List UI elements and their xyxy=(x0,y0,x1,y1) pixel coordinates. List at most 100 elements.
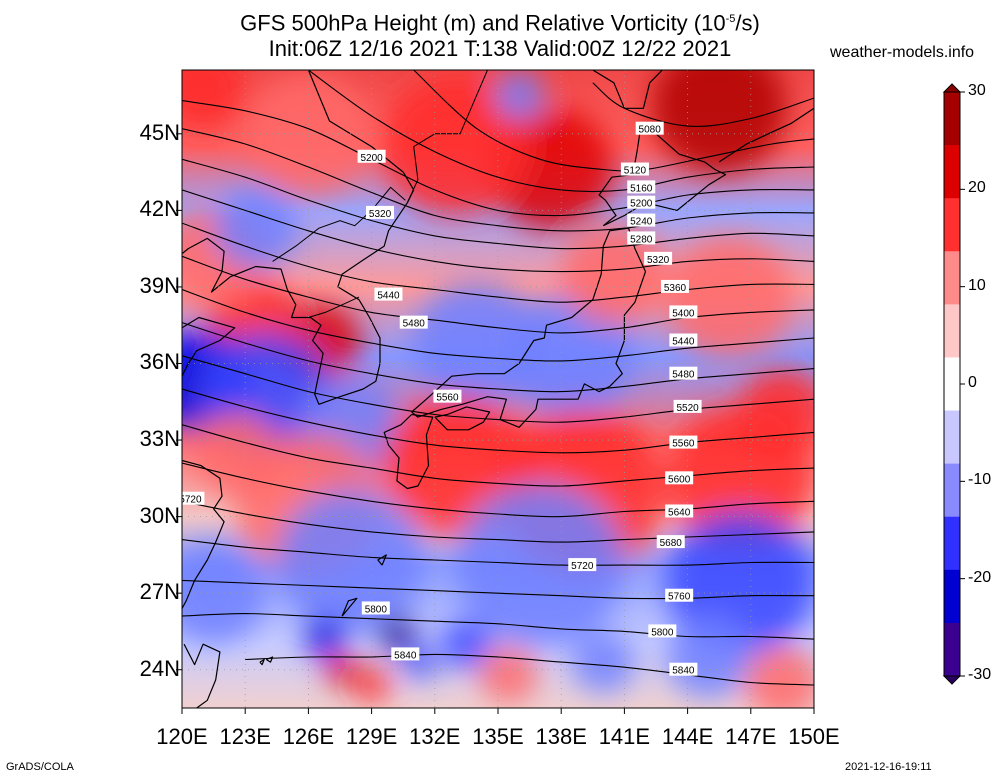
contour-label-box xyxy=(669,662,698,676)
contour-label: 5560 xyxy=(672,439,695,450)
colorbar-segment xyxy=(944,516,960,571)
vorticity-blob xyxy=(744,645,814,708)
lon-label: 147E xyxy=(725,724,777,749)
contour-5640 xyxy=(182,462,814,518)
title-superscript: -5 xyxy=(725,13,736,25)
lat-label: 42N xyxy=(139,196,180,222)
contour-label-box xyxy=(669,366,698,380)
lat-label: 30N xyxy=(139,502,180,528)
vorticity-blob xyxy=(493,71,545,121)
vorticity-blob xyxy=(571,631,635,693)
contour-label: 5200 xyxy=(630,199,653,210)
colorbar-label: 20 xyxy=(968,179,986,197)
lon-label: 150E xyxy=(788,724,840,749)
colorbar-segment xyxy=(944,198,960,252)
contour-label-box xyxy=(648,624,677,638)
contour-5400 xyxy=(182,255,814,334)
vorticity-blob xyxy=(325,653,359,687)
contour-5120 xyxy=(413,70,814,172)
contour-label: 5640 xyxy=(668,507,691,518)
country-border xyxy=(308,296,360,318)
contour-label: 5400 xyxy=(672,308,695,319)
coastline xyxy=(383,413,434,490)
coastline xyxy=(259,658,265,666)
vorticity-blob xyxy=(304,616,347,657)
lat-label: 24N xyxy=(139,655,180,681)
contour-label: 5600 xyxy=(668,474,691,485)
contour-label: 5840 xyxy=(672,666,695,677)
contour-5720 xyxy=(182,539,814,566)
vorticity-blob xyxy=(666,235,793,359)
contour-label-box xyxy=(669,305,698,319)
contour-label: 5160 xyxy=(630,183,653,194)
lat-label: 45N xyxy=(139,119,180,145)
site-label: weather-models.info xyxy=(830,44,975,61)
footer-right: 2021-12-16-19:11 xyxy=(845,761,932,773)
height-contours xyxy=(182,70,814,686)
contour-label: 5800 xyxy=(365,604,388,615)
chart-title-line2: Init:06Z 12/16 2021 T:138 Valid:00Z 12/2… xyxy=(268,36,732,61)
plot-area: 5200 5080 5120 5160 5200 5240 5280 5320 5320 5360… xyxy=(179,70,814,708)
contour-label: 5680 xyxy=(660,538,683,549)
colorbar-segment xyxy=(944,410,960,465)
contour-label: 5720 xyxy=(179,495,202,506)
lon-label: 135E xyxy=(472,724,524,749)
contour-label: 5480 xyxy=(672,370,695,381)
vorticity-blob xyxy=(377,615,416,653)
contour-label-box xyxy=(433,389,462,403)
lon-label: 138E xyxy=(535,724,587,749)
contour-label: 5440 xyxy=(672,337,695,348)
vorticity-blob xyxy=(740,368,814,451)
footer-left: GrADS/COLA xyxy=(6,761,74,773)
contour-5200 xyxy=(182,100,814,217)
vorticity-blob xyxy=(666,616,751,698)
contour-label: 5320 xyxy=(647,255,670,266)
lat-label: 27N xyxy=(139,579,180,605)
vorticity-blob xyxy=(213,187,298,270)
contour-label: 5360 xyxy=(664,283,687,294)
lon-label: 144E xyxy=(661,724,714,749)
axis-ticks xyxy=(176,133,815,714)
contour-5440 xyxy=(182,288,814,362)
contour-labels: 5200 5080 5120 5160 5200 5240 5280 5320 5320 5360… xyxy=(179,121,702,677)
contour-label-box xyxy=(635,121,664,135)
lat-label: 39N xyxy=(139,272,180,298)
contour-label: 5760 xyxy=(668,592,691,603)
contour-label-box xyxy=(182,491,205,505)
contour-label: 5280 xyxy=(630,234,653,245)
contour-5760 xyxy=(182,579,814,600)
contour-label: 5200 xyxy=(360,153,383,164)
contour-label: 5720 xyxy=(571,561,594,572)
contour-5840 xyxy=(245,653,814,686)
colorbar-segment xyxy=(944,92,960,146)
contour-label: 5840 xyxy=(394,650,417,661)
vorticity-blob xyxy=(479,646,539,704)
contour-label: 5800 xyxy=(651,627,674,638)
contour-5160 xyxy=(308,70,814,193)
contour-5600 xyxy=(182,424,814,487)
contour-label: 5320 xyxy=(369,209,392,220)
contour-5360 xyxy=(182,222,814,303)
vorticity-blob xyxy=(192,411,277,494)
contour-5560 xyxy=(182,388,814,454)
coastline xyxy=(592,70,663,109)
colorbar-top-arrow xyxy=(942,83,962,93)
colorbar-label: 0 xyxy=(968,374,977,391)
contour-5480 xyxy=(182,322,814,393)
lon-label: 129E xyxy=(345,724,398,749)
coastline xyxy=(182,70,415,405)
lon-label: 120E xyxy=(156,724,208,749)
contour-5240 xyxy=(182,128,814,232)
contour-label-box xyxy=(627,231,656,245)
contour-label-box xyxy=(391,647,420,661)
colorbar-label: 30 xyxy=(968,82,986,99)
contour-label-box xyxy=(627,180,656,194)
country-border xyxy=(406,70,488,203)
vorticity-blob xyxy=(276,488,425,632)
contour-label-box xyxy=(399,315,428,329)
contour-label-box xyxy=(568,558,597,572)
contour-label-box xyxy=(627,213,656,227)
contour-label-box xyxy=(374,287,403,301)
vorticity-blob xyxy=(413,281,541,405)
